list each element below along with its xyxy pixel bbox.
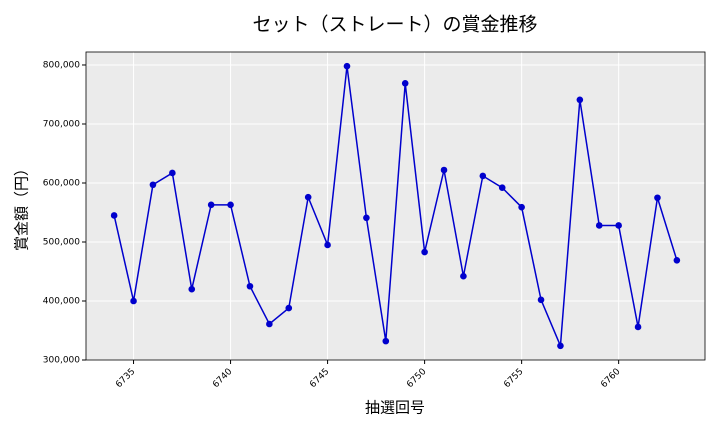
- data-point: [557, 342, 564, 350]
- data-point: [130, 297, 137, 305]
- x-tick-label: 6755: [502, 367, 525, 390]
- data-point: [595, 222, 603, 229]
- data-point: [460, 272, 467, 280]
- data-point: [537, 296, 545, 304]
- data-point: [169, 169, 176, 177]
- data-point: [324, 241, 331, 249]
- y-tick-label: 300,000: [43, 356, 80, 366]
- y-tick-label: 800,000: [43, 60, 80, 70]
- data-point: [207, 201, 215, 209]
- data-point: [421, 248, 428, 256]
- data-point: [401, 79, 409, 87]
- data-point: [227, 201, 234, 209]
- data-line: [113, 66, 678, 347]
- data-point: [304, 193, 312, 201]
- x-tick-label: 6750: [405, 367, 428, 390]
- y-axis-label: 賞金額（円）: [13, 161, 31, 251]
- data-point: [479, 172, 487, 180]
- data-point: [498, 184, 506, 192]
- data-point: [343, 62, 351, 70]
- data-point: [654, 194, 661, 202]
- x-tick-label: 6760: [599, 367, 622, 390]
- plot-frame: [85, 51, 706, 361]
- x-tick-label: 6740: [211, 367, 234, 390]
- data-point: [110, 212, 118, 219]
- x-axis-label: 抽選回号: [365, 399, 425, 417]
- x-tick-label: 6735: [114, 367, 137, 390]
- data-point: [188, 285, 196, 293]
- y-tick-label: 600,000: [43, 178, 80, 188]
- data-point: [673, 256, 681, 264]
- data-point: [285, 304, 293, 312]
- y-tick-label: 500,000: [43, 237, 80, 247]
- data-point: [266, 320, 273, 328]
- data-point: [518, 203, 525, 211]
- x-tick-label: 6745: [308, 367, 331, 390]
- data-point: [440, 166, 448, 174]
- y-tick-label: 700,000: [43, 119, 80, 129]
- data-point: [246, 282, 254, 290]
- data-point: [576, 96, 584, 104]
- y-tick-label: 400,000: [43, 296, 80, 306]
- data-point: [149, 181, 157, 189]
- data-point: [363, 214, 370, 222]
- data-point: [634, 323, 642, 331]
- chart-title: セット（ストレート）の賞金推移: [252, 14, 537, 36]
- data-point: [615, 222, 622, 229]
- data-point: [382, 337, 390, 345]
